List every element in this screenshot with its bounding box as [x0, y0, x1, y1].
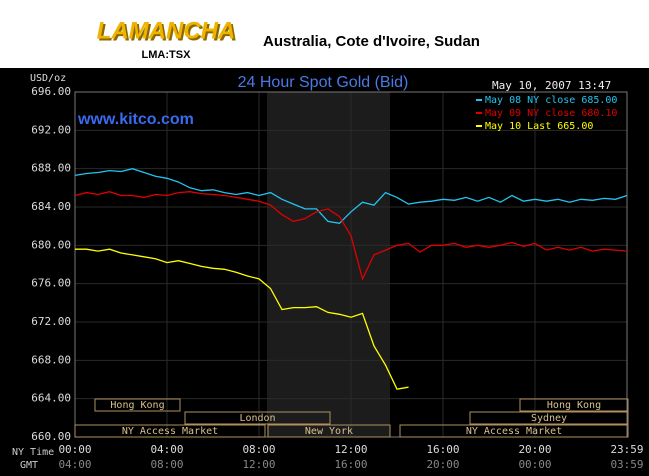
market-label: New York: [305, 426, 353, 437]
x-tick-label: 00:00: [58, 443, 91, 456]
legend-entry: May 09 NY close 680.10: [485, 108, 617, 119]
y-tick-label: 692.00: [31, 123, 71, 136]
y-tick-label: 684.00: [31, 200, 71, 213]
market-box: [399, 424, 629, 438]
y-tick-label: 688.00: [31, 162, 71, 175]
price-line: [75, 248, 409, 390]
x2-tick-label: 12:00: [242, 458, 275, 471]
x2-tick-label: 16:00: [334, 458, 367, 471]
market-box: [94, 398, 181, 412]
x-tick-label: 12:00: [334, 443, 367, 456]
y-tick-label: 668.00: [31, 353, 71, 366]
y-tick-label: 672.00: [31, 315, 71, 328]
x-tick-label: 23:59: [610, 443, 643, 456]
market-label: NY Access Market: [122, 426, 218, 437]
y-tick-label: 676.00: [31, 277, 71, 290]
market-box: [184, 411, 331, 425]
x2-tick-label: 20:00: [426, 458, 459, 471]
logo-shadow: LAMANCHA: [99, 19, 238, 46]
x2-tick-label: 04:00: [58, 458, 91, 471]
y-tick-label: 696.00: [31, 85, 71, 98]
y-tick-label: 664.00: [31, 392, 71, 405]
x2-tick-label: 03:59: [610, 458, 643, 471]
market-label: Sydney: [531, 413, 567, 424]
ny-session-shade: [267, 92, 390, 437]
watermark: www.kitco.com: [77, 111, 194, 128]
logo: LAMANCHA: [97, 17, 236, 44]
y-tick-label: 680.00: [31, 238, 71, 251]
price-line: [74, 168, 628, 224]
legend-entry: May 08 NY close 685.00: [485, 95, 617, 106]
ticker: LMA:TSX: [142, 49, 192, 61]
price-line: [74, 191, 628, 281]
market-box: [267, 424, 391, 438]
x2-tick-label: 08:00: [150, 458, 183, 471]
chart-title: 24 Hour Spot Gold (Bid): [238, 74, 409, 91]
market-label: Hong Kong: [110, 400, 164, 411]
x-tick-label: 04:00: [150, 443, 183, 456]
x-tick-label: 16:00: [426, 443, 459, 456]
y-tick-label: 660.00: [31, 430, 71, 443]
x2-axis-label: GMT: [20, 460, 38, 471]
timestamp: May 10, 2007 13:47: [492, 79, 611, 92]
market-box: [519, 398, 629, 412]
x-tick-label: 08:00: [242, 443, 275, 456]
tagline: Australia, Cote d'Ivoire, Sudan: [263, 33, 480, 50]
market-box: [74, 424, 266, 438]
x-axis-label: NY Time: [12, 447, 54, 458]
legend-entry: May 10 Last 665.00: [485, 121, 593, 132]
y-axis-label: USD/oz: [30, 73, 66, 84]
market-label: NY Access Market: [466, 426, 562, 437]
market-box: [469, 411, 629, 425]
x2-tick-label: 00:00: [518, 458, 551, 471]
x-tick-label: 20:00: [518, 443, 551, 456]
market-label: London: [239, 413, 275, 424]
market-label: Hong Kong: [547, 400, 601, 411]
